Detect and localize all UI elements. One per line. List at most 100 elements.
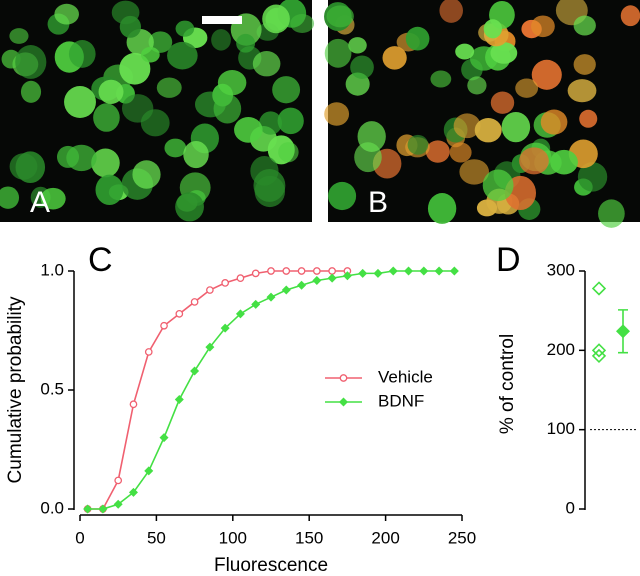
- y-axis-label: Cumulative probability: [5, 296, 26, 483]
- cell: [211, 29, 231, 51]
- cell: [328, 181, 357, 211]
- cell: [40, 187, 66, 210]
- legend-label: Vehicle: [378, 367, 433, 386]
- cell: [175, 20, 195, 37]
- cell: [490, 42, 518, 64]
- cell: [350, 55, 374, 79]
- cell: [236, 33, 256, 53]
- cell: [326, 5, 354, 28]
- cell: [54, 3, 79, 25]
- point: [312, 276, 322, 286]
- cell: [449, 142, 472, 163]
- point: [312, 267, 321, 275]
- cell: [620, 5, 640, 27]
- point: [159, 433, 169, 443]
- cell: [407, 134, 429, 155]
- cell: [98, 79, 124, 104]
- cell: [15, 45, 47, 79]
- x-axis-label: Fluorescence: [214, 555, 328, 576]
- cell: [531, 59, 562, 90]
- cell: [483, 19, 503, 39]
- y-tick-label: 0.5: [40, 379, 64, 398]
- cell: [277, 107, 304, 135]
- point: [144, 466, 154, 476]
- point: [591, 281, 607, 296]
- point: [404, 266, 414, 276]
- cell: [598, 199, 625, 228]
- x-tick-label: 250: [448, 528, 476, 547]
- mean-point: [616, 324, 630, 339]
- cell: [250, 155, 279, 186]
- cell: [272, 76, 301, 104]
- y-axis-label: % of control: [497, 334, 518, 434]
- cell: [540, 109, 568, 135]
- point: [267, 267, 275, 275]
- point: [251, 269, 260, 278]
- legend-marker: [339, 374, 348, 382]
- point: [144, 348, 153, 356]
- cell: [573, 15, 596, 36]
- point: [235, 309, 245, 319]
- cell: [140, 46, 160, 63]
- point: [282, 267, 291, 275]
- point: [174, 395, 184, 405]
- point: [297, 267, 306, 275]
- cell: [119, 52, 151, 85]
- point: [327, 273, 337, 283]
- point: [297, 280, 307, 290]
- point: [160, 321, 168, 330]
- point: [388, 266, 398, 276]
- point: [205, 342, 215, 352]
- series-line: [87, 270, 348, 510]
- cell: [474, 118, 502, 143]
- cell: [175, 192, 204, 222]
- cell: [459, 159, 490, 185]
- x-tick-label: 200: [371, 528, 399, 547]
- cell: [467, 76, 487, 95]
- point: [221, 279, 230, 287]
- x-tick-label: 150: [295, 528, 323, 547]
- cell: [262, 4, 290, 34]
- cell: [167, 41, 198, 70]
- x-tick-label: 0: [75, 528, 84, 547]
- cell: [56, 145, 80, 168]
- point: [128, 487, 138, 497]
- cell: [501, 111, 531, 143]
- point: [113, 499, 123, 509]
- cell: [91, 148, 120, 178]
- cell: [156, 77, 182, 98]
- cells-b: [324, 0, 640, 228]
- cells-a: [0, 0, 315, 222]
- point: [281, 285, 291, 295]
- cell: [579, 109, 598, 128]
- y-tick-label: 0.0: [40, 498, 64, 517]
- cell: [531, 15, 555, 38]
- y-tick-label: 100: [547, 419, 575, 438]
- cell: [95, 174, 124, 205]
- point: [98, 504, 108, 514]
- cell: [455, 43, 475, 60]
- cell: [324, 102, 350, 126]
- point: [251, 299, 261, 309]
- point: [449, 266, 459, 276]
- image-label: B: [368, 186, 388, 219]
- cell: [550, 149, 578, 175]
- cell: [573, 54, 596, 75]
- y-tick-label: 200: [547, 340, 575, 359]
- point: [190, 366, 200, 376]
- y-tick-label: 300: [547, 260, 575, 279]
- cell: [217, 69, 247, 96]
- cell: [111, 0, 140, 25]
- cell: [20, 80, 42, 103]
- y-tick-label: 1.0: [40, 260, 64, 279]
- point: [591, 343, 607, 358]
- point: [434, 266, 444, 276]
- cell: [354, 142, 382, 173]
- y-tick-label: 0: [566, 498, 575, 517]
- cell: [15, 151, 46, 184]
- cell: [405, 26, 430, 51]
- point: [266, 292, 276, 302]
- cell: [324, 38, 352, 68]
- point: [342, 271, 352, 281]
